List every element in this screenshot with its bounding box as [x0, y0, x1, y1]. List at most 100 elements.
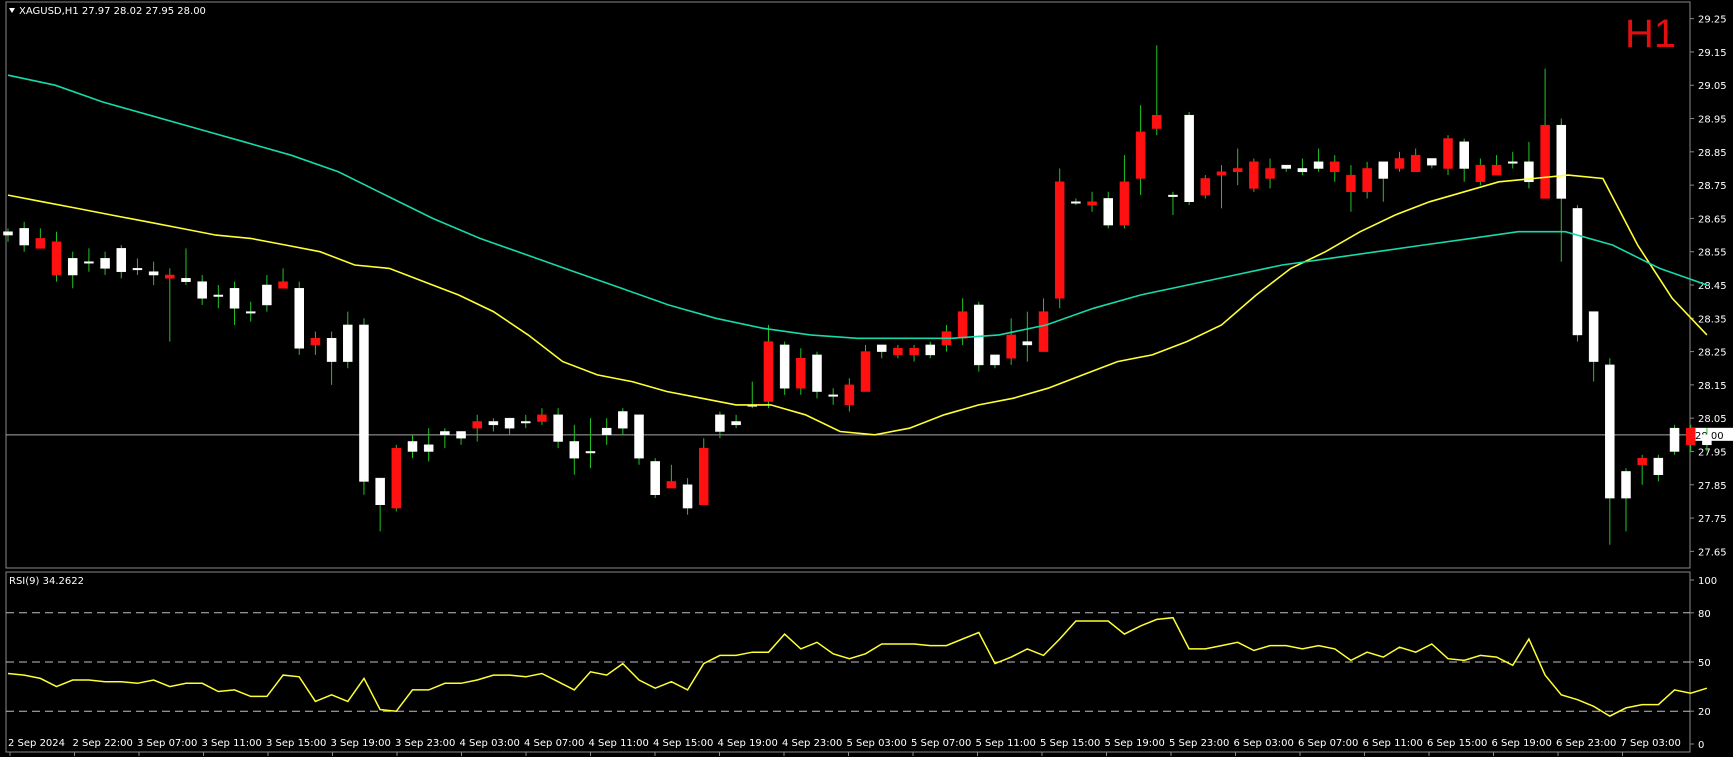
bull-candle [1071, 201, 1081, 204]
bear-candle [1330, 161, 1340, 173]
bear-candle [1006, 334, 1016, 359]
bull-candle [1297, 168, 1308, 173]
bull-candle [1378, 161, 1389, 179]
time-axis-label: 5 Sep 03:00 [847, 738, 907, 749]
bear-candle [1346, 174, 1356, 193]
fast-moving-average-line [7, 174, 1708, 436]
bull-candle [245, 311, 256, 314]
bull-candle [343, 324, 353, 362]
time-axis-label: 6 Sep 11:00 [1363, 738, 1423, 749]
symbol-dropdown-icon [9, 8, 15, 13]
bear-candle [310, 338, 321, 346]
bull-candle [213, 294, 224, 297]
bull-candle [67, 258, 78, 276]
bear-candle [537, 414, 547, 422]
bull-candle [116, 248, 127, 272]
bull-candle [715, 414, 725, 432]
price-axis-label: 27.95 [1698, 447, 1727, 458]
bull-candle [1524, 161, 1534, 183]
price-axis-label: 28.75 [1698, 181, 1727, 192]
bull-candle [359, 324, 369, 482]
time-axis-label: 4 Sep 23:00 [782, 738, 842, 749]
price-axis-label: 28.35 [1698, 314, 1727, 325]
time-axis-label: 3 Sep 11:00 [202, 738, 262, 749]
bull-candle [19, 228, 29, 246]
price-axis-label: 28.85 [1698, 148, 1727, 159]
bull-candle [1281, 164, 1291, 169]
bear-candle [1265, 168, 1275, 179]
bull-candle [488, 421, 499, 426]
bull-candle [601, 427, 612, 436]
bear-candle [1394, 158, 1405, 169]
price-axis-label: 27.85 [1698, 481, 1727, 492]
time-axis-label: 3 Sep 23:00 [395, 738, 455, 749]
bear-candle [1410, 154, 1421, 173]
bear-candle [893, 348, 903, 356]
bear-candle [909, 348, 919, 356]
bear-candle [278, 281, 288, 289]
bull-candle [1168, 194, 1178, 197]
price-axis-label: 29.25 [1698, 15, 1727, 26]
bull-candle [650, 461, 660, 496]
slow-moving-average-line [7, 74, 1708, 340]
bear-candle [165, 274, 175, 279]
bull-candle [828, 394, 838, 397]
price-axis-label: 28.05 [1698, 414, 1727, 425]
time-axis-label: 4 Sep 03:00 [460, 738, 520, 749]
bull-candle [1427, 158, 1437, 166]
bull-candle [1702, 434, 1712, 446]
rsi-axis-label: 80 [1698, 609, 1711, 620]
time-axis-label: 2 Sep 2024 [8, 738, 65, 749]
bull-candle [1459, 141, 1469, 169]
bull-candle [440, 431, 450, 436]
bull-candle [100, 258, 110, 269]
bull-candle [1605, 364, 1615, 499]
bear-candle [1054, 181, 1065, 299]
bull-candle [262, 284, 272, 306]
bear-candle [51, 241, 62, 276]
time-axis-label: 6 Sep 03:00 [1234, 738, 1294, 749]
price-axis-label: 28.65 [1698, 214, 1727, 225]
time-axis-label: 6 Sep 23:00 [1556, 738, 1616, 749]
time-axis-label: 4 Sep 11:00 [589, 738, 649, 749]
bull-candle [1022, 341, 1033, 346]
bear-candle [1475, 164, 1486, 183]
price-axis-label: 28.55 [1698, 248, 1727, 259]
time-axis-label: 5 Sep 15:00 [1040, 738, 1100, 749]
time-axis-label: 2 Sep 22:00 [73, 738, 133, 749]
bull-candle [731, 421, 741, 426]
price-axis-label: 27.75 [1698, 514, 1727, 525]
bull-candle [229, 288, 240, 309]
bull-candle [876, 344, 887, 352]
chart-header-text: XAGUSD,H1 27.97 28.02 27.95 28.00 [19, 6, 206, 17]
bear-candle [1540, 124, 1550, 199]
bear-candle [1087, 201, 1097, 206]
bear-candle [1443, 138, 1453, 169]
bull-candle [585, 451, 596, 454]
time-axis-label: 3 Sep 07:00 [137, 738, 197, 749]
bull-candle [423, 444, 434, 452]
timeframe-label: H1 [1625, 12, 1677, 56]
bull-candle [1572, 208, 1583, 336]
rsi-axis-label: 0 [1698, 740, 1704, 751]
bear-candle [763, 341, 774, 402]
bull-candle [375, 477, 385, 505]
bull-candle [1507, 161, 1518, 164]
bear-candle [1200, 178, 1211, 196]
bear-candle [472, 421, 482, 429]
bear-candle [1249, 161, 1259, 189]
bull-candle [553, 414, 563, 442]
rsi-axis-label: 50 [1698, 658, 1711, 669]
bull-candle [521, 421, 531, 424]
bull-candle [1556, 124, 1567, 199]
bear-candle [1685, 427, 1696, 446]
bear-candle [1491, 164, 1502, 176]
bull-candle [84, 261, 94, 264]
time-axis-label: 3 Sep 19:00 [331, 738, 391, 749]
bull-candle [456, 431, 466, 439]
time-axis-label: 5 Sep 23:00 [1169, 738, 1229, 749]
price-axis-label: 29.05 [1698, 81, 1727, 92]
bear-candle [796, 357, 806, 389]
current-price-box [1691, 427, 1733, 441]
